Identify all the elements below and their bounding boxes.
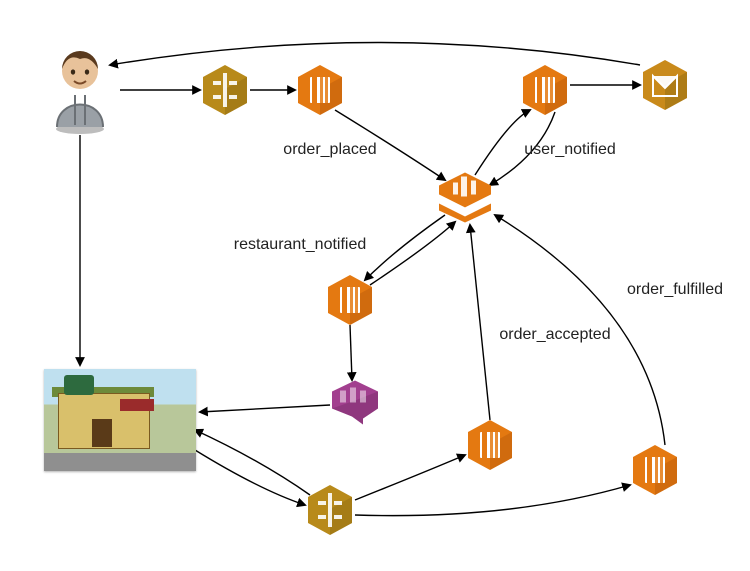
apigw-node-apigw_bot (306, 483, 354, 537)
edge-kinesis-lambda_tr (475, 110, 530, 175)
edge-apigw_bot-lambda_bm (355, 455, 465, 500)
lambda-node-lambda_mid (326, 273, 374, 327)
lambda-icon (326, 273, 374, 327)
edge-lambda_bm-kinesis (470, 225, 490, 420)
edge-label: order_accepted (499, 326, 610, 344)
edge-kinesis-lambda_mid (365, 215, 445, 280)
apigw-node-apigw_top (201, 63, 249, 117)
edge-label: restaurant_notified (234, 236, 367, 254)
edge-sns-restaurant (200, 405, 330, 412)
ses-node-ses (641, 58, 689, 112)
lambda-node-lambda_bm (466, 418, 514, 472)
lambda-node-lambda_tr (521, 63, 569, 117)
user-node-user (47, 45, 113, 135)
restaurant-node-restaurant (44, 369, 196, 471)
lambda-icon (466, 418, 514, 472)
edge-user-ses (110, 43, 640, 66)
kinesis-icon (435, 171, 495, 230)
ses-icon (641, 58, 689, 112)
lambda-node-lambda_tl (296, 63, 344, 117)
architecture-diagram: order_placed user_notified restaurant_noti… (0, 0, 750, 571)
edge-restaurant-apigw_bot (195, 430, 310, 495)
edge-apigw_bot-lambda_br (355, 485, 630, 516)
lambda-icon (521, 63, 569, 117)
edge-restaurant-apigw_bot (195, 450, 305, 505)
edge-label: order_placed (283, 141, 376, 159)
kinesis-node-kinesis (435, 171, 495, 230)
sns-icon (328, 379, 382, 432)
edge-label: order_fulfilled (627, 281, 723, 299)
lambda-node-lambda_br (631, 443, 679, 497)
lambda-icon (296, 63, 344, 117)
edge-lambda_mid-sns (350, 325, 352, 380)
edge-label: user_notified (524, 141, 616, 159)
apigw-icon (306, 483, 354, 537)
lambda-icon (631, 443, 679, 497)
edge-lambda_mid-kinesis (370, 222, 455, 285)
apigw-icon (201, 63, 249, 117)
user-icon (47, 45, 113, 135)
restaurant-image (44, 369, 196, 471)
sns-node-sns (328, 379, 382, 432)
